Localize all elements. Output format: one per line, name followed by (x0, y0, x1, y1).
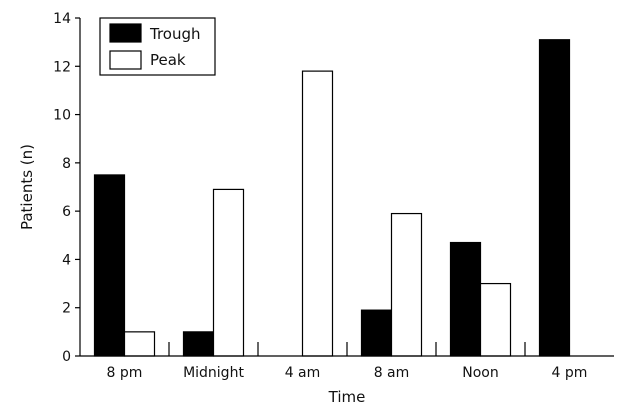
y-tick-label: 14 (53, 11, 71, 27)
y-tick-label: 4 (62, 252, 71, 268)
bar-peak-midnight (212, 188, 245, 357)
bar-trough-8-pm (93, 174, 126, 357)
bar-trough-noon (449, 241, 482, 357)
legend-swatch-peak (109, 50, 142, 70)
x-axis-title: Time (328, 388, 366, 406)
y-tick-label: 8 (62, 156, 71, 172)
y-tick-label: 12 (53, 59, 71, 75)
legend-label-peak: Peak (150, 51, 186, 69)
y-axis-ticks: 0 2 4 6 8 10 12 14 (53, 11, 80, 365)
x-tick-label-4-pm: 4 pm (552, 365, 588, 381)
bar-peak-noon (479, 282, 512, 357)
x-tick-label-8-am: 8 am (374, 365, 410, 381)
bar-trough-8-am (360, 309, 393, 357)
y-tick-label: 6 (62, 204, 71, 220)
x-tick-label-midnight: Midnight (183, 365, 244, 381)
x-tick-label-noon: Noon (462, 365, 498, 381)
legend-swatch-trough (109, 23, 142, 43)
y-tick-label: 10 (53, 108, 71, 124)
bar-peak-4-am (301, 70, 334, 357)
y-tick-label: 0 (62, 349, 71, 365)
bar-trough-midnight (182, 331, 215, 357)
x-axis-ticks: 8 pm Midnight 4 am 8 am Noon 4 pm (107, 342, 588, 381)
x-tick-label-4-am: 4 am (285, 365, 321, 381)
bar-peak-8-am (390, 212, 423, 357)
bars-group (93, 39, 571, 357)
bar-trough-4-pm (538, 39, 571, 357)
y-tick-label: 2 (62, 301, 71, 317)
bar-peak-8-pm (123, 331, 156, 357)
legend: Trough Peak (99, 17, 216, 76)
y-axis-title: Patients (n) (18, 144, 36, 230)
x-tick-label-8-pm: 8 pm (107, 365, 143, 381)
legend-label-trough: Trough (149, 25, 201, 43)
